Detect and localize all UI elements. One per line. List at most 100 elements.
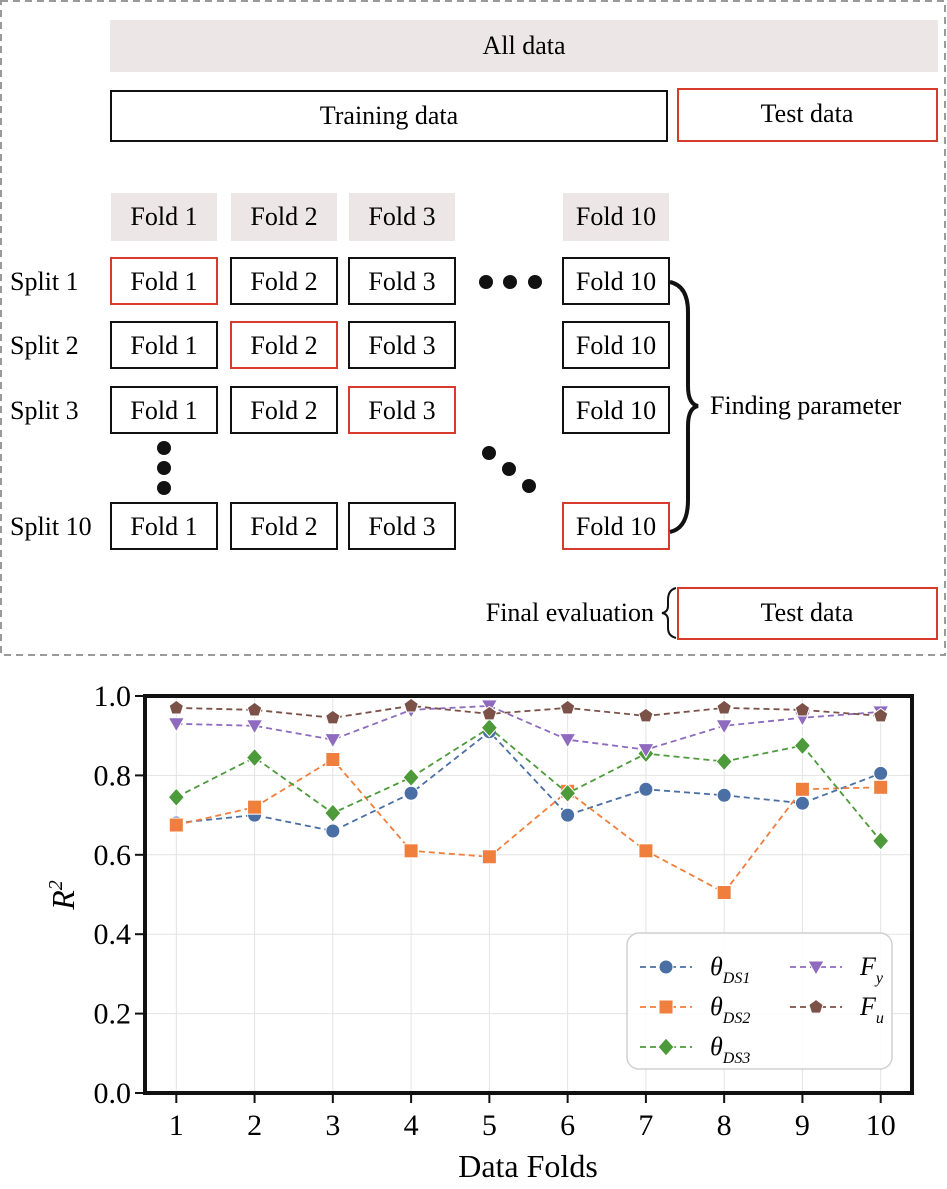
x-tick-label: 7	[638, 1109, 653, 1142]
training-data-box	[110, 90, 668, 142]
x-tick-label: 3	[325, 1109, 340, 1142]
diagram-dashed-frame	[0, 0, 946, 656]
series-line	[176, 730, 882, 832]
data-point	[638, 707, 654, 723]
y-tick-label: 0.8	[94, 759, 132, 792]
data-point	[558, 783, 577, 804]
fold-box	[562, 257, 670, 305]
series-θDS2	[168, 752, 889, 901]
data-point	[873, 779, 889, 795]
legend-marker	[657, 1037, 675, 1057]
fold-label: Fold 2	[250, 331, 317, 360]
fold-box	[230, 257, 338, 305]
fold-box	[110, 321, 218, 369]
y-tick-label: 0.2	[94, 998, 132, 1031]
plot-frame	[143, 694, 914, 1095]
data-point	[481, 705, 498, 721]
fold-box	[110, 502, 218, 550]
data-point	[246, 701, 263, 717]
all-data-bar	[110, 20, 938, 72]
test-fold-box	[348, 386, 456, 434]
split-label: Split 2	[10, 331, 79, 360]
data-point	[325, 709, 341, 725]
fold-box	[348, 502, 456, 550]
training-data-label: Training data	[320, 101, 459, 130]
data-point	[480, 718, 499, 738]
data-point	[481, 849, 497, 865]
data-point	[794, 795, 810, 811]
fold-label: Fold 1	[130, 267, 197, 296]
fold-label: Fold 10	[576, 331, 656, 360]
fold-box	[348, 257, 456, 305]
series-line	[176, 758, 881, 894]
split-label: Split 10	[10, 512, 92, 541]
data-point	[873, 765, 889, 781]
x-tick-label: 4	[404, 1109, 419, 1142]
data-point	[325, 752, 341, 768]
data-point	[247, 799, 263, 815]
legend-label: θDS2	[710, 992, 750, 1027]
data-point	[873, 707, 889, 723]
y-tick-label: 0.4	[94, 918, 132, 951]
data-point	[402, 767, 420, 788]
fold-box	[562, 321, 670, 369]
data-point	[167, 717, 186, 733]
fold-box	[230, 386, 338, 434]
vertical-ellipsis-icon	[157, 441, 171, 495]
fold-box	[110, 386, 218, 434]
y-tick-label: 0.6	[94, 839, 132, 872]
data-point	[793, 735, 812, 756]
fold-header-label: Fold 10	[576, 202, 656, 231]
fold-box	[230, 502, 338, 550]
fold-label: Fold 1	[130, 512, 197, 541]
series-line	[176, 704, 881, 719]
fold-label: Fold 3	[368, 396, 435, 425]
legend-marker	[808, 998, 824, 1014]
fold-header-label: Fold 3	[368, 202, 435, 231]
test-fold-box	[230, 321, 338, 369]
fold-header-label: Fold 1	[130, 202, 197, 231]
series-θDS3	[167, 718, 890, 851]
data-point	[168, 817, 184, 833]
data-point	[715, 751, 733, 772]
fold-header-cell	[111, 193, 217, 241]
data-point	[168, 699, 184, 715]
final-evaluation-label: Final evaluation	[486, 598, 654, 627]
fold-label: Fold 10	[576, 396, 656, 425]
fold-header-label: Fold 2	[250, 202, 317, 231]
finding-parameter-label: Finding parameter	[710, 391, 902, 420]
chart-legend: θDS1 θDS2 θDS3 Fy Fu	[626, 932, 893, 1070]
legend-marker	[658, 959, 674, 975]
x-tick-label: 2	[247, 1109, 262, 1142]
data-point	[794, 701, 811, 717]
legend-label: Fy	[859, 952, 884, 987]
fold-header-row: Fold 1 Fold 2 Fold 3 Fold 10	[111, 193, 669, 241]
series-line	[176, 704, 881, 751]
legend-label: Fu	[859, 992, 884, 1027]
all-data-label: All data	[482, 31, 565, 60]
y-tick-label: 0.0	[94, 1077, 132, 1110]
fold-label: Fold 2	[250, 512, 317, 541]
data-point	[324, 803, 342, 823]
fold-label: Fold 10	[576, 512, 656, 541]
data-point	[638, 843, 654, 859]
legend-label: θDS3	[710, 1032, 750, 1067]
legend-marker	[807, 960, 825, 977]
x-tick-label: 9	[795, 1109, 810, 1142]
final-test-data-label: Test data	[761, 598, 854, 627]
x-tick-label: 6	[560, 1109, 575, 1142]
data-point	[403, 843, 419, 859]
split-label: Split 3	[10, 396, 79, 425]
cross-validation-diagram: All data Training data Test data Fold 1 …	[0, 0, 946, 656]
x-tick-label: 1	[169, 1109, 184, 1142]
fold-label: Fold 10	[576, 267, 656, 296]
data-point	[323, 733, 342, 749]
x-tick-label: 8	[717, 1109, 732, 1142]
fold-header-cell	[563, 193, 669, 241]
fold-label: Fold 1	[130, 396, 197, 425]
data-point	[559, 699, 576, 715]
legend-marker	[658, 999, 674, 1015]
series-Fu	[168, 697, 889, 725]
chart-series	[167, 697, 890, 901]
fold-label: Fold 3	[368, 512, 435, 541]
